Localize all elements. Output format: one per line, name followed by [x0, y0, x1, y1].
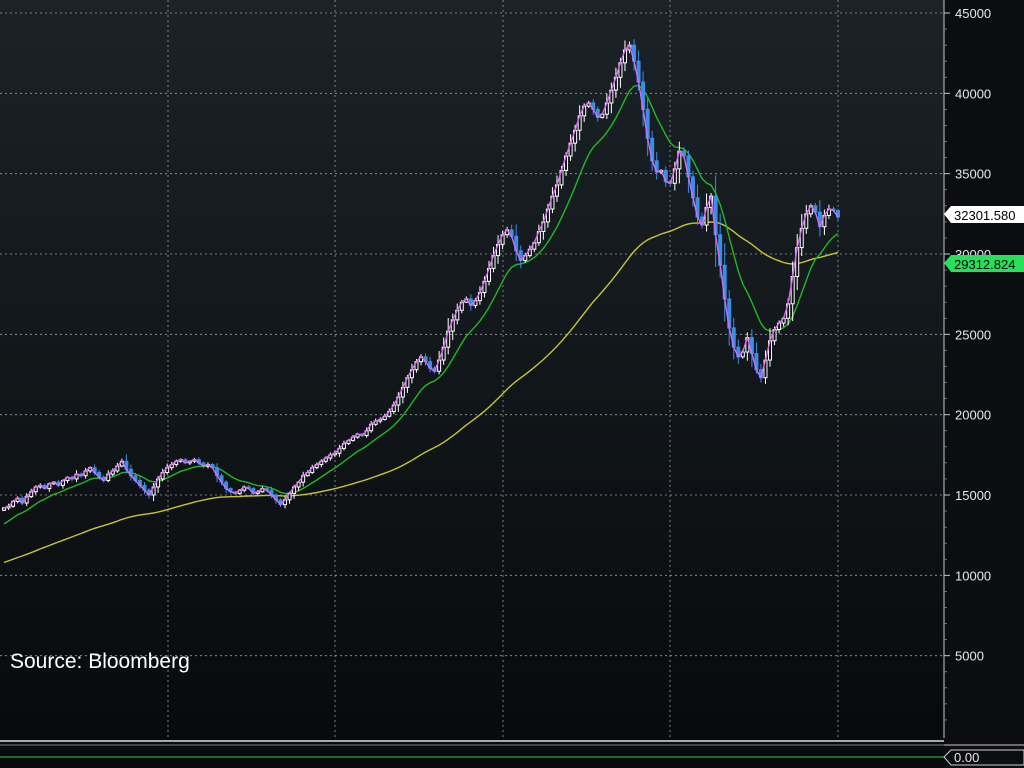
axis-background: [944, 0, 1024, 768]
indicator-value-label: 0.00: [954, 750, 979, 765]
moving-average-long-line: [3, 221, 839, 564]
y-tick-label: 15000: [955, 488, 991, 503]
y-tick-label: 35000: [955, 167, 991, 182]
plot-background: [0, 0, 944, 768]
last-price-tag: 32301.580: [944, 206, 1024, 223]
moving-average-long: [3, 221, 839, 564]
grid: [0, 0, 944, 737]
source-label: Source: Bloomberg: [10, 650, 190, 673]
y-tick-label: 25000: [955, 327, 991, 342]
moving-average-short: [3, 84, 839, 525]
y-tick-label: 20000: [955, 408, 991, 423]
y-tick-label: 10000: [955, 568, 991, 583]
ma-short-tag: 29312.824: [944, 255, 1024, 272]
indicator-panel: 0.00: [0, 740, 1024, 766]
ma-short-label: 29312.824: [954, 257, 1015, 272]
y-tick-label: 5000: [955, 649, 984, 664]
moving-average-short-line: [3, 84, 839, 525]
close-price-line: [3, 43, 839, 509]
close-line: [3, 43, 839, 509]
y-tick-label: 45000: [955, 6, 991, 21]
y-tick-label: 40000: [955, 86, 991, 101]
last-price-label: 32301.580: [954, 208, 1015, 223]
